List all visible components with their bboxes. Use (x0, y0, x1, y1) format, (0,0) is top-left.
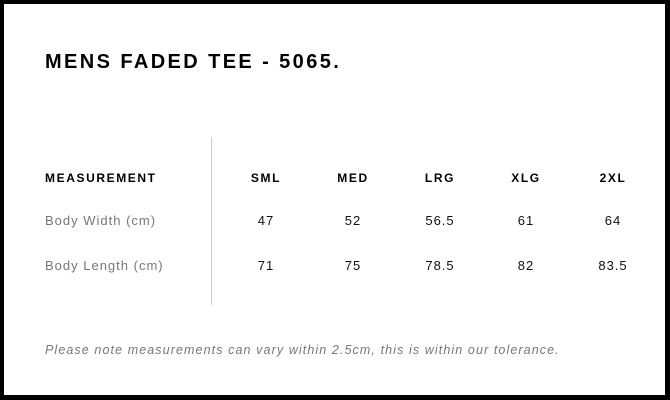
column-header-measurement: MEASUREMENT (45, 171, 157, 185)
tolerance-note: Please note measurements can vary within… (45, 343, 560, 357)
row-label: Body Length (cm) (45, 258, 164, 273)
table-cell: 82 (517, 258, 535, 273)
table-cell: 47 (257, 213, 275, 228)
table-cell: 56.5 (425, 213, 455, 228)
column-header-size: 2XL (599, 171, 627, 185)
table-cell: 78.5 (425, 258, 455, 273)
column-header-size: XLG (511, 171, 541, 185)
page-title: MENS FADED TEE - 5065. (45, 51, 342, 73)
table-cell: 61 (517, 213, 535, 228)
column-header-size: LRG (424, 171, 456, 185)
column-divider (211, 137, 212, 305)
column-header-size: MED (337, 171, 369, 185)
table-cell: 64 (604, 213, 622, 228)
table-cell: 71 (257, 258, 275, 273)
row-label: Body Width (cm) (45, 213, 157, 228)
table-cell: 52 (344, 213, 362, 228)
table-cell: 83.5 (598, 258, 628, 273)
column-header-size: SML (250, 171, 282, 185)
size-chart-card: MENS FADED TEE - 5065. MEASUREMENT SML MED… (4, 4, 665, 395)
table-cell: 75 (344, 258, 362, 273)
